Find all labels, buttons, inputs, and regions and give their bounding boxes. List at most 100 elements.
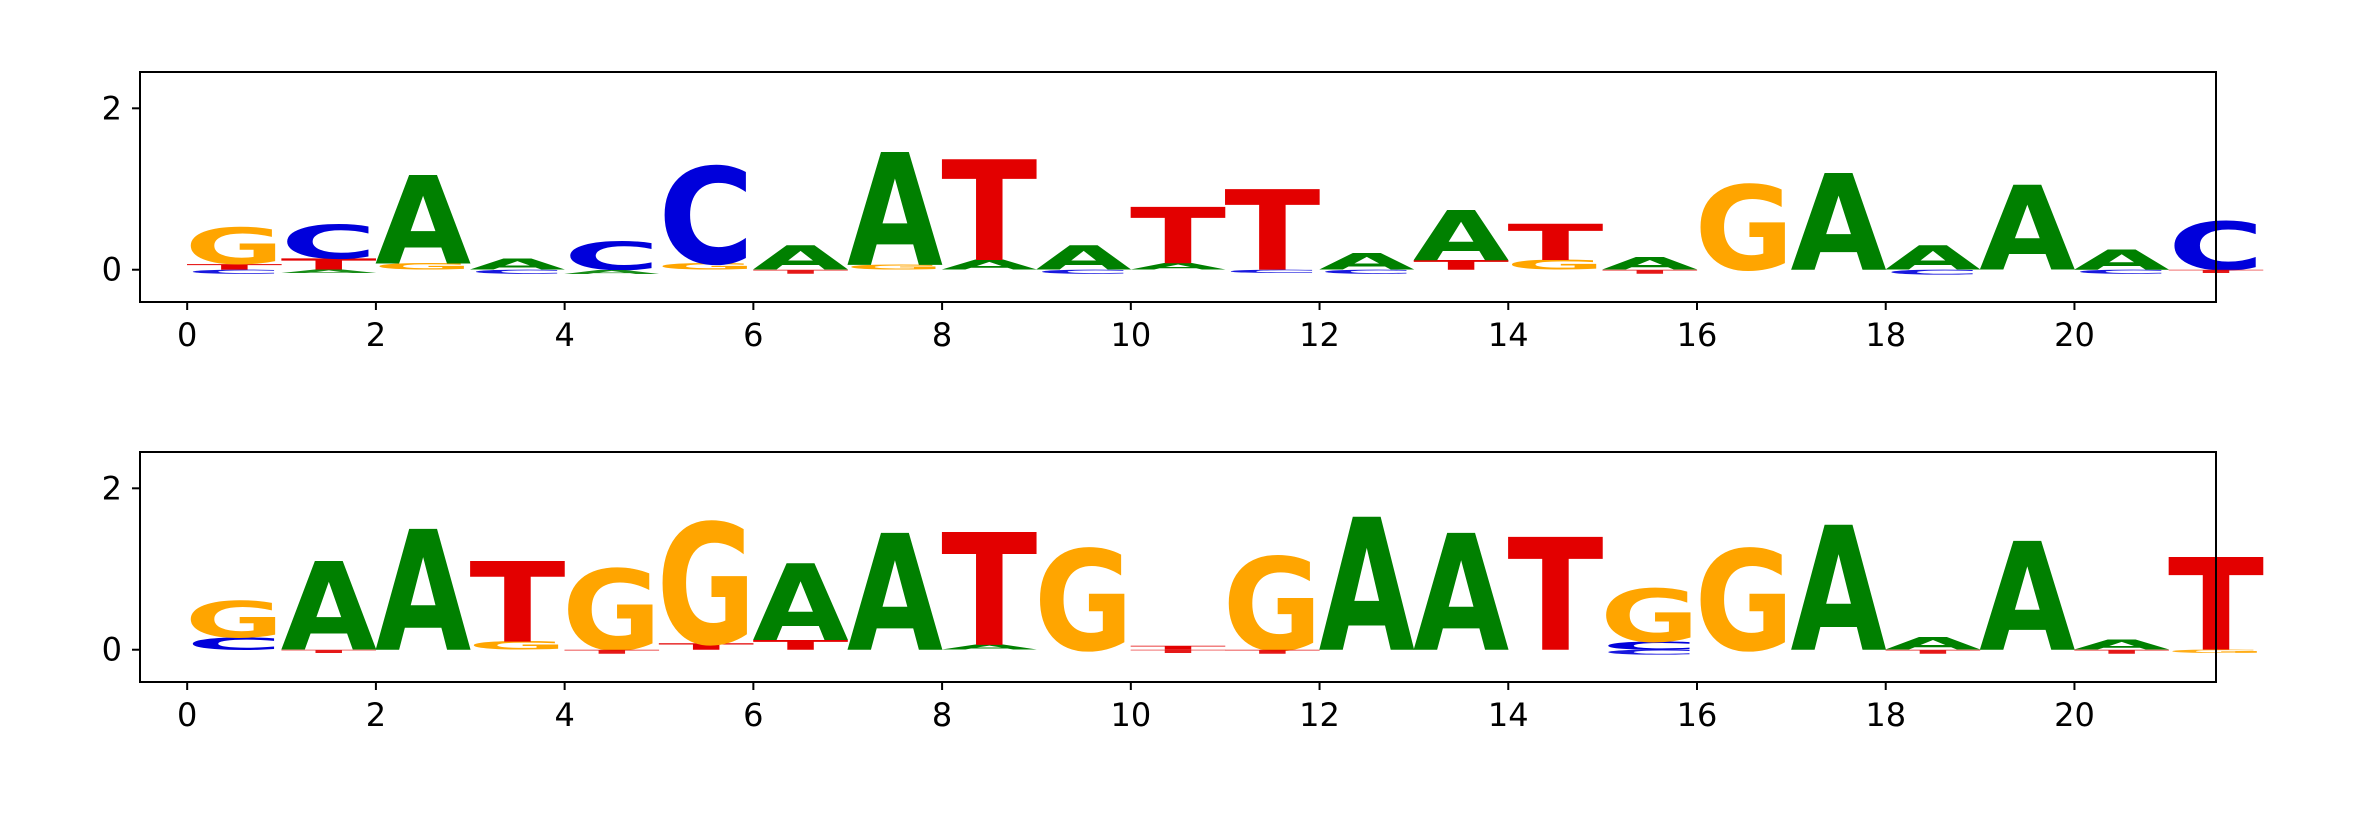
logo-panel-top: TGCTCAGAACCAGCATGAATACATTCACTAGTATGAACAA… [102, 71, 2264, 354]
logo-letter-T: T [753, 637, 849, 653]
logo-letter-A: A [1790, 148, 1886, 302]
logo-letter-A: A [1979, 513, 2075, 686]
logo-letter-G: G [185, 218, 284, 276]
logo-letter-G: G [1223, 533, 1322, 681]
logo-letter-G: G [1034, 521, 1133, 683]
logo-letter-neg-C: C [1319, 269, 1415, 275]
logo-letter-C: C [186, 634, 282, 653]
x-tick-label: 12 [1299, 316, 1340, 354]
x-tick-label: 10 [1110, 316, 1151, 354]
logo-letter-neg-C: C [1602, 648, 1698, 656]
x-tick-label: 0 [177, 316, 197, 354]
logo-letter-G: G [1695, 521, 1794, 683]
logo-letter-G: G [468, 640, 567, 653]
logo-letter-neg-C: C [1224, 269, 1320, 274]
logo-letter-T: T [469, 539, 565, 668]
logo-letter-T: T [1130, 645, 1226, 651]
logo-letter-A: A [1885, 239, 1981, 277]
logo-letter-A: A [847, 501, 943, 688]
logo-letter-A: A [1319, 249, 1415, 275]
logo-letter-T: T [281, 255, 377, 273]
logo-letter-G: G [373, 262, 472, 272]
y-tick-label: 2 [102, 89, 122, 127]
logo-letter-C: C [281, 216, 377, 270]
logo-letter-A: A [1885, 634, 1982, 653]
x-tick-label: 10 [1110, 696, 1151, 734]
logo-letter-C: C [1602, 639, 1698, 652]
logo-letter-A: A [1130, 261, 1226, 271]
logo-letter-A: A [1979, 163, 2075, 298]
logo-letter-G: G [657, 262, 756, 272]
logo-letter-G: G [845, 264, 944, 272]
logo-letter-neg-T: T [1602, 269, 1698, 275]
logo-letter-A: A [281, 537, 377, 679]
logo-letter-A: A [847, 123, 943, 303]
logo-letter-neg-T: T [1885, 649, 1981, 655]
logo-letter-T: T [1413, 257, 1509, 273]
x-tick-label: 16 [1677, 696, 1718, 734]
logo-letter-T: T [1507, 506, 1603, 686]
logo-letter-G: G [562, 548, 661, 677]
logo-letter-T: T [941, 502, 1037, 682]
logo-letter-A: A [375, 496, 471, 690]
logo-letter-neg-T: T [1224, 649, 1320, 655]
logo-letter-neg-C: C [186, 269, 282, 275]
logo-letter-A: A [1791, 492, 1887, 691]
logo-letter-A: A [375, 150, 471, 292]
x-tick-label: 2 [366, 316, 386, 354]
x-tick-label: 6 [743, 696, 763, 734]
logo-letter-A: A [2074, 245, 2171, 277]
logo-letter-A: A [1036, 239, 1132, 277]
logo-letter-A: A [1413, 196, 1510, 276]
y-tick-label: 0 [102, 251, 122, 289]
axes-frame [139, 71, 2217, 303]
logo-letter-neg-T: T [564, 649, 660, 655]
logo-letter-neg-C: C [1885, 268, 1981, 276]
logo-letter-A: A [1413, 501, 1509, 688]
logo-letter-A: A [941, 644, 1037, 652]
x-tick-label: 4 [554, 316, 574, 354]
logo-letter-T: T [1507, 214, 1603, 272]
x-tick-label: 8 [932, 696, 952, 734]
x-tick-label: 6 [743, 316, 763, 354]
logo-letter-neg-C: C [1036, 269, 1132, 275]
x-tick-label: 8 [932, 316, 952, 354]
logo-letter-G: G [657, 490, 756, 683]
x-tick-label: 4 [554, 696, 574, 734]
x-tick-label: 2 [366, 696, 386, 734]
logo-letter-G: G [1600, 576, 1699, 659]
logo-letter-neg-A: A [564, 269, 660, 275]
logo-letter-neg-T: T [281, 649, 377, 654]
logo-letter-A: A [941, 257, 1037, 272]
logo-letter-A: A [469, 255, 566, 273]
logo-letter-T: T [1130, 192, 1226, 282]
logo-letter-G: G [1695, 162, 1794, 297]
logo-letter-T: T [658, 641, 754, 651]
x-tick-label: 12 [1299, 696, 1340, 734]
x-tick-label: 18 [1865, 316, 1906, 354]
logo-letter-A: A [1602, 254, 1699, 273]
logo-letter-neg-T: T [1130, 649, 1226, 654]
y-tick-label: 0 [102, 631, 122, 669]
logo-letter-A: A [753, 239, 849, 277]
x-tick-label: 14 [1488, 696, 1529, 734]
logo-letter-G: G [185, 591, 284, 649]
axes-frame [139, 451, 2217, 683]
logo-letter-A: A [753, 543, 849, 665]
logo-letter-neg-T: T [2074, 649, 2170, 655]
logo-letter-neg-C: C [2074, 269, 2170, 275]
logo-letter-A: A [2074, 637, 2170, 652]
logo-letter-C: C [564, 234, 660, 279]
logo-letter-neg-A: A [281, 269, 377, 274]
logo-letter-T: T [186, 263, 282, 272]
x-tick-label: 14 [1488, 316, 1529, 354]
logo-letter-G: G [1506, 258, 1605, 273]
logo-letter-T: T [1224, 167, 1320, 296]
logo-letter-neg-C: C [469, 269, 565, 275]
logo-letter-T: T [941, 131, 1037, 292]
x-tick-label: 16 [1677, 316, 1718, 354]
x-tick-label: 20 [2054, 696, 2095, 734]
logo-letter-neg-T: T [753, 269, 849, 275]
